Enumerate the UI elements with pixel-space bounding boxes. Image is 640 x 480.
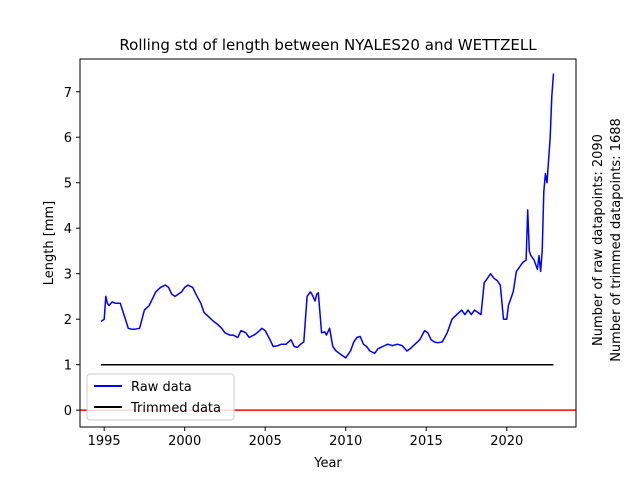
y-tick-label: 6 [64,131,72,146]
y-axis-title: Length [mm] [42,201,57,285]
trimmed-datapoints-note: Number of trimmed datapoints: 1688 [609,118,624,362]
x-tick-label: 2010 [329,434,362,449]
y-tick-label: 3 [64,268,72,283]
series-line-raw-data [100,73,555,359]
x-axis-title: Year [313,456,342,471]
x-axis: 1995 2000 2005 2010 2015 2020 [88,427,523,449]
x-tick-label: 2020 [490,434,523,449]
y-tick-label: 4 [64,222,72,237]
x-tick-label: 2000 [168,434,201,449]
legend: Raw data Trimmed data [86,373,235,421]
x-tick-label: 2005 [249,434,282,449]
y-axis: 0 1 2 3 4 5 6 7 [64,86,80,419]
plot-frame [79,58,577,428]
y-tick-label: 0 [64,404,72,419]
legend-box [86,373,235,421]
legend-label-trimmed-data: Trimmed data [130,401,221,416]
chart-title: Rolling std of length between NYALES20 a… [119,36,537,54]
y-tick-label: 2 [64,313,72,328]
plot-area [80,73,576,411]
y-tick-label: 5 [64,177,72,192]
y-tick-label: 7 [64,86,72,101]
y-tick-label: 1 [64,359,72,374]
legend-label-raw-data: Raw data [131,380,192,395]
x-tick-label: 2015 [410,434,443,449]
raw-datapoints-note: Number of raw datapoints: 2090 [591,134,606,346]
x-tick-label: 1995 [88,434,121,449]
